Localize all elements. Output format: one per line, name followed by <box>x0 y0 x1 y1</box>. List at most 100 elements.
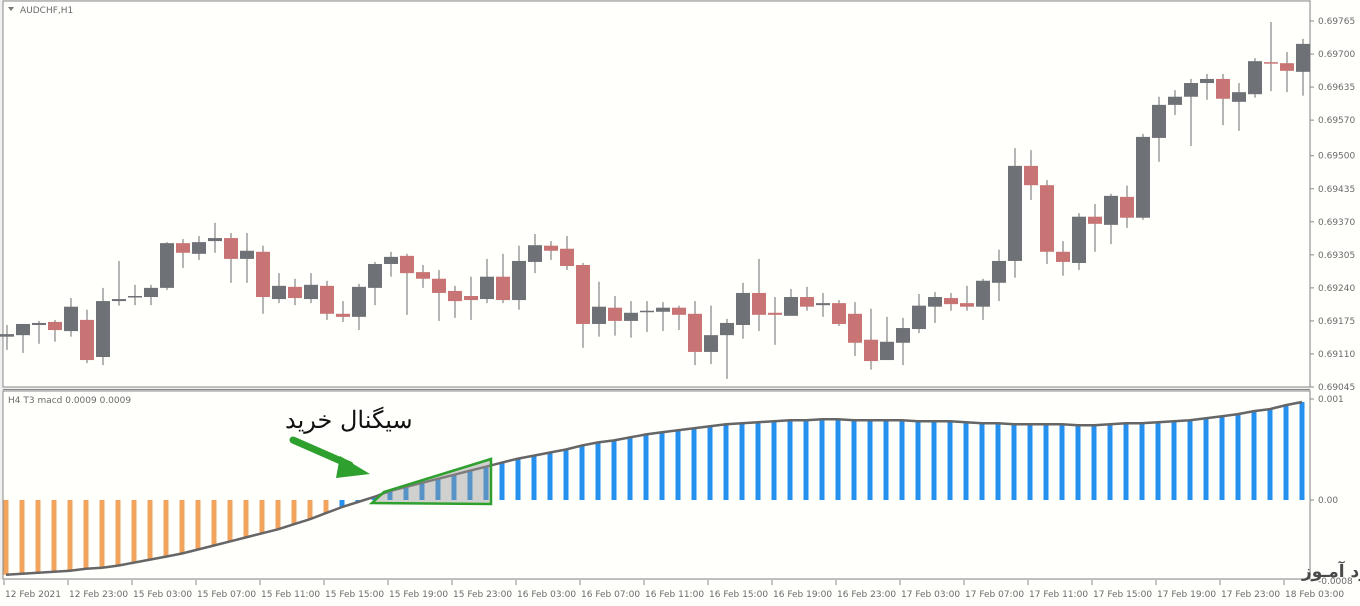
bull-candle-body <box>1008 165 1022 261</box>
candle <box>1216 73 1230 126</box>
histogram-bar <box>323 500 329 514</box>
bull-candle-body <box>1072 216 1086 263</box>
candle <box>592 281 606 337</box>
candle <box>688 301 702 366</box>
candle <box>1040 180 1054 264</box>
bear-candle-body <box>752 292 766 315</box>
dropdown-triangle-icon[interactable] <box>8 7 14 11</box>
bull-candle-body <box>1248 61 1262 95</box>
histogram-bar <box>515 458 521 500</box>
histogram-bar <box>1107 424 1113 500</box>
candle <box>544 241 558 260</box>
bear-candle-body <box>960 303 974 307</box>
histogram-bar <box>1075 425 1081 500</box>
bull-candle-body <box>128 296 142 298</box>
candle <box>784 288 798 316</box>
candle <box>1296 38 1310 96</box>
bull-candle-body <box>736 292 750 325</box>
bear-candle-body <box>224 238 238 259</box>
price-axis[interactable] <box>1311 0 1360 580</box>
histogram-bar <box>835 419 841 500</box>
bear-candle-body <box>1264 62 1278 64</box>
time-axis[interactable] <box>0 580 1360 606</box>
histogram-bar <box>595 442 601 500</box>
candles <box>0 22 1310 379</box>
price-tick-label: 0.69045 <box>1318 383 1355 393</box>
bull-candle-body <box>480 276 494 300</box>
bear-candle-body <box>320 285 334 314</box>
candle <box>480 258 494 304</box>
histogram-bar <box>963 422 969 500</box>
histogram-bar <box>883 420 889 500</box>
bull-candle-body <box>656 307 670 312</box>
bull-candle-body <box>528 245 542 262</box>
histogram-bar <box>851 420 857 500</box>
candle <box>1232 83 1246 131</box>
histogram-bar <box>1251 411 1257 500</box>
histogram-bar <box>1123 423 1129 500</box>
histogram-bar <box>1203 418 1209 500</box>
candle <box>928 291 942 323</box>
bear-candle-body <box>288 286 302 299</box>
histogram-bar <box>1219 416 1225 500</box>
bull-candle-body <box>1296 43 1310 72</box>
indicator-ticks: 0.001 0.00 -0.0008 <box>1310 395 1353 587</box>
price-pane[interactable] <box>2 0 1311 388</box>
candle <box>336 301 350 322</box>
candle <box>944 292 958 311</box>
bear-candle-body <box>400 255 414 274</box>
candle <box>1248 58 1262 98</box>
histogram-bar <box>307 500 313 520</box>
candle <box>624 301 638 338</box>
candle <box>768 297 782 345</box>
histogram-bar <box>99 500 105 568</box>
histogram-bar <box>51 500 57 572</box>
bear-candle-body <box>768 312 782 315</box>
candle <box>1184 78 1198 147</box>
time-tick-label: 16 Feb 15:00 <box>709 590 768 600</box>
candle <box>1072 213 1086 271</box>
time-tick-label: 15 Feb 03:00 <box>133 590 192 600</box>
signal-highlight-triangle <box>368 457 493 506</box>
candle <box>800 286 814 311</box>
bear-candle-body <box>672 307 686 315</box>
histogram-bar <box>787 420 793 500</box>
indicator-pane[interactable] <box>2 390 1311 580</box>
histogram-bar <box>451 474 457 500</box>
bull-candle-body <box>208 238 222 242</box>
bear-candle-body <box>848 313 862 343</box>
bear-candle-body <box>416 272 430 279</box>
bear-candle-body <box>1088 216 1102 224</box>
time-tick-label: 16 Feb 03:00 <box>517 590 576 600</box>
candle <box>448 285 462 318</box>
bear-candle-body <box>496 276 510 301</box>
bull-candle-body <box>704 335 718 352</box>
price-ticks: 0.69765 0.69700 0.69635 0.69570 0.69500 0.694… <box>1310 17 1355 393</box>
histogram-bar <box>899 420 905 500</box>
candle <box>240 232 254 283</box>
candle <box>912 293 926 334</box>
histogram-bar <box>771 421 777 500</box>
candle <box>368 261 382 306</box>
bear-candle-body <box>1120 196 1134 218</box>
histogram-bar <box>755 422 761 500</box>
candle <box>864 308 878 370</box>
candle <box>112 260 126 306</box>
bear-candle-body <box>576 265 590 324</box>
bull-candle-body <box>352 286 366 317</box>
bull-candle-body <box>976 280 990 307</box>
histogram-bar <box>403 486 409 500</box>
bear-candle-body <box>544 245 558 251</box>
bear-candle-body <box>560 248 574 267</box>
histogram-bar <box>483 466 489 500</box>
histogram-bar <box>67 500 73 571</box>
histogram-bar <box>643 434 649 500</box>
bull-candle-body <box>32 322 46 325</box>
histogram-bar <box>1267 409 1273 500</box>
time-tick-label: 15 Feb 19:00 <box>389 590 448 600</box>
price-tick-label: 0.69240 <box>1318 284 1355 294</box>
candle <box>1088 204 1102 252</box>
bear-candle-body <box>864 339 878 362</box>
bear-candle-body <box>448 290 462 302</box>
candle <box>1056 241 1070 276</box>
